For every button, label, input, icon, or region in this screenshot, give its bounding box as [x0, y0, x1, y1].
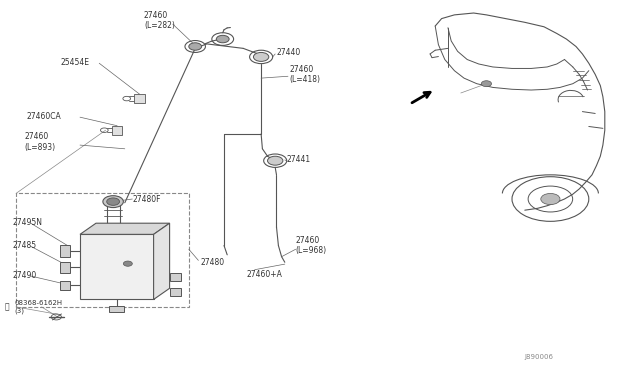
Text: 27460
(L=418): 27460 (L=418) — [289, 65, 320, 84]
Text: 27441: 27441 — [286, 155, 310, 164]
Bar — [80, 234, 154, 299]
Text: 27440: 27440 — [276, 48, 301, 57]
Circle shape — [481, 81, 492, 87]
Bar — [112, 126, 122, 135]
Circle shape — [107, 198, 120, 205]
Text: Ⓢ: Ⓢ — [5, 302, 10, 311]
Bar — [16, 193, 189, 307]
Text: 27495N: 27495N — [13, 218, 43, 227]
Text: 27460
(L=282): 27460 (L=282) — [144, 11, 175, 30]
Text: 27490: 27490 — [13, 271, 37, 280]
Circle shape — [124, 261, 132, 266]
Circle shape — [189, 43, 202, 50]
Bar — [170, 288, 181, 296]
Circle shape — [268, 156, 283, 165]
Circle shape — [216, 35, 229, 43]
Circle shape — [103, 196, 124, 208]
Bar — [60, 281, 70, 290]
Polygon shape — [80, 223, 170, 234]
Text: 27460CA: 27460CA — [27, 112, 61, 121]
Circle shape — [253, 52, 269, 61]
Text: 27460
(L=968): 27460 (L=968) — [296, 236, 327, 255]
Polygon shape — [154, 223, 170, 299]
Bar — [60, 262, 70, 273]
Text: 25454E: 25454E — [61, 58, 90, 67]
Circle shape — [541, 193, 560, 205]
Bar — [170, 273, 181, 281]
Text: 27480F: 27480F — [132, 195, 161, 203]
Text: 27460
(L=893): 27460 (L=893) — [24, 132, 56, 152]
Bar — [60, 246, 70, 257]
Bar — [134, 94, 145, 103]
Text: 08368-6162H
(3): 08368-6162H (3) — [14, 300, 62, 314]
Bar — [109, 306, 124, 312]
Text: 27485: 27485 — [13, 241, 37, 250]
Text: J890006: J890006 — [525, 354, 554, 360]
Text: 27480: 27480 — [200, 258, 225, 267]
Text: 27460+A: 27460+A — [246, 270, 282, 279]
